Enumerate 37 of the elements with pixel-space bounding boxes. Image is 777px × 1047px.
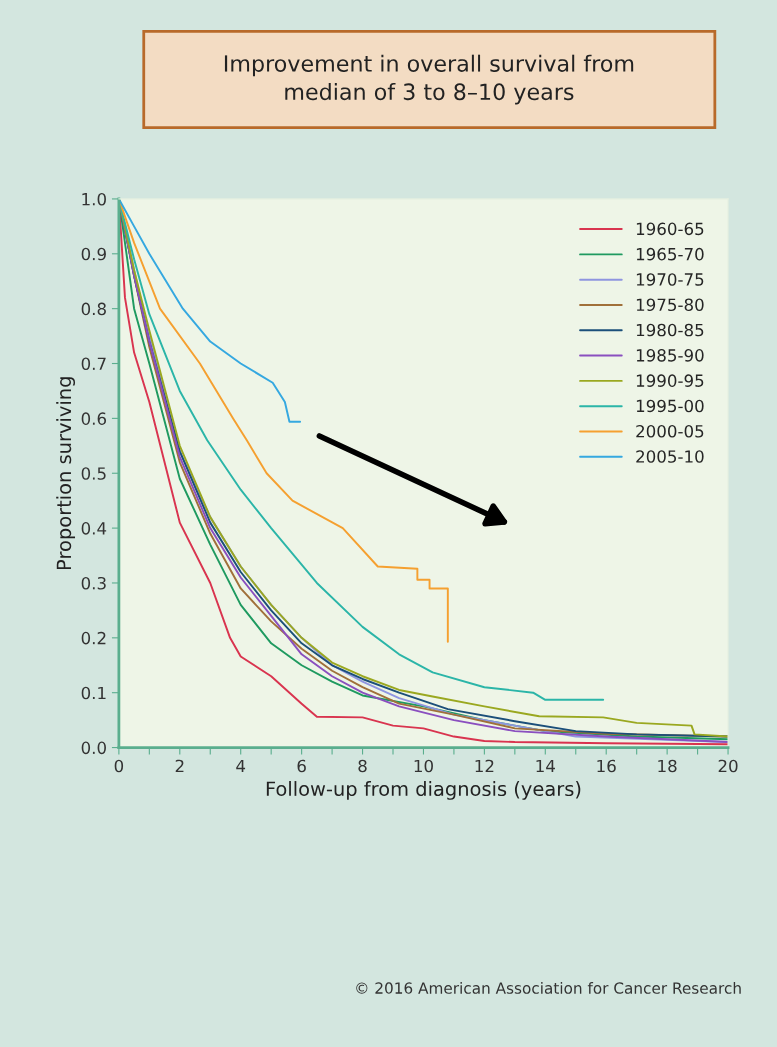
line-series	[118, 198, 302, 423]
legend-label: 1975-80	[636, 298, 704, 312]
x-tick-label: 18	[658, 759, 677, 773]
text: © 2016 American Association for Cancer Research	[356, 982, 741, 994]
x-tick-label: 16	[597, 759, 616, 773]
legend-label: 1980-85	[636, 323, 704, 337]
x-tick-label: 12	[475, 759, 494, 773]
y-tick-label: 0.8	[81, 302, 106, 316]
legend-label: 2000-05	[636, 424, 704, 438]
x-tick-label: 14	[536, 759, 555, 773]
y-tick-label: 0.5	[81, 467, 106, 480]
y-tick-label: 0.7	[81, 357, 106, 371]
legend-label: 1965-70	[636, 247, 704, 261]
legend-label: 1970-75	[636, 273, 704, 286]
y-tick-label: 0.9	[81, 247, 106, 261]
y-tick-label: 0.1	[81, 686, 106, 700]
legend-label: 1995-00	[636, 399, 704, 413]
x-tick-label: 6	[297, 759, 306, 773]
legend-label: 1960-65	[636, 222, 704, 236]
x-tick-label: 0	[114, 759, 124, 773]
y-tick-label: 0.2	[81, 631, 106, 645]
legend-label: 2005-10	[636, 450, 704, 463]
x-tick-label: 4	[236, 759, 246, 773]
x-tick-label: 2	[175, 759, 184, 773]
y-axis-title: Proportion surviving	[56, 377, 76, 570]
x-tick-label: 10	[414, 759, 433, 773]
x-tick-label: 20	[718, 759, 738, 773]
y-tick-label: 0.6	[81, 412, 107, 425]
y-tick-label: 0.3	[81, 576, 106, 590]
y-tick-label: 0.0	[81, 741, 106, 755]
y-tick-label: 1.0	[82, 192, 106, 206]
y-tick-label: 0.4	[81, 522, 107, 535]
legend-label: 1985-90	[636, 349, 704, 362]
x-tick-label: 8	[358, 759, 367, 773]
chart-title: Improvement in overall survival from median of 3 to 8–10 years	[224, 54, 634, 105]
legend-label: 1990-95	[636, 374, 704, 387]
x-axis-title: Follow-up from diagnosis (years)	[266, 781, 581, 800]
